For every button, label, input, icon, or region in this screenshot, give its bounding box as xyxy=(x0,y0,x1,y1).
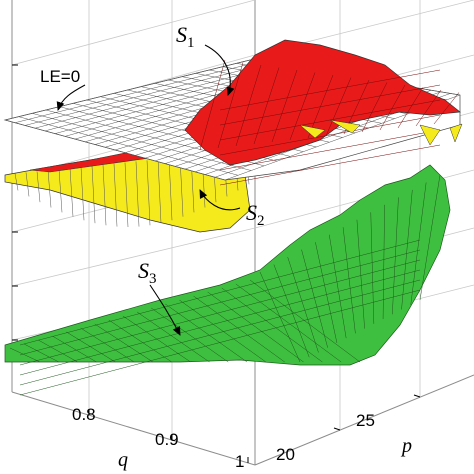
s1-mesh-line xyxy=(253,67,280,145)
s3-mesh-line xyxy=(136,311,210,363)
surface-s1 xyxy=(184,39,463,186)
s3-mesh-line xyxy=(165,303,248,363)
s2-mesh-line xyxy=(80,166,85,221)
s3-mesh-line xyxy=(301,249,328,348)
s2-mesh-line xyxy=(168,158,173,221)
s3-mesh-line xyxy=(221,287,323,363)
s3-mesh-line xyxy=(19,239,421,346)
q-tick-label: 1 xyxy=(235,452,244,471)
label-arrows xyxy=(56,44,241,336)
s1-mesh-line xyxy=(289,72,316,141)
s1-mesh-line xyxy=(219,144,441,186)
le-plane-mesh-line xyxy=(4,59,251,121)
s2-mesh-line xyxy=(113,163,118,227)
arrow-s3 xyxy=(149,284,181,336)
s1-mesh-line xyxy=(397,87,424,129)
le-plane-mesh-line xyxy=(24,62,270,126)
s3-mesh-line xyxy=(235,283,342,363)
s1-mesh-line xyxy=(219,84,441,126)
p-axis-label: p xyxy=(400,435,412,457)
s3-mesh-line xyxy=(410,182,427,305)
le-plane-mesh-line xyxy=(14,61,260,123)
s1-mesh-line xyxy=(219,69,441,111)
z-ticks xyxy=(12,64,18,341)
s2-mesh-line xyxy=(69,167,74,217)
arrow-le xyxy=(56,84,86,111)
s2-mesh-line xyxy=(47,170,52,208)
arrow-s2 xyxy=(199,189,241,211)
s2-mesh-line xyxy=(91,165,96,224)
s3-mesh-line xyxy=(419,174,441,301)
q-axis: 0.8 0.9 1 q xyxy=(72,405,249,471)
s3-mesh-line xyxy=(108,319,172,363)
s3-mesh-line xyxy=(52,335,97,363)
s3-mesh-line xyxy=(19,279,421,386)
s2-mesh-line xyxy=(146,160,151,226)
s2-mesh-line xyxy=(135,161,140,227)
p-tick-label: 20 xyxy=(276,445,295,464)
s1-mesh-line xyxy=(325,77,352,137)
s2-mesh-line xyxy=(58,169,63,213)
s3-mesh-line xyxy=(9,347,41,363)
s3-mesh-line xyxy=(249,279,361,363)
s3-mesh-line xyxy=(328,234,347,339)
p-axis: 20 25 p xyxy=(276,394,421,464)
s3-mesh-line xyxy=(38,339,78,363)
s2-mesh-line xyxy=(14,173,19,191)
s3-mesh-line xyxy=(356,219,365,329)
s3-mesh-line xyxy=(19,249,421,356)
s1-mesh-line xyxy=(235,64,262,147)
le-zero-label: LE=0 xyxy=(40,67,80,86)
s1-mesh-line xyxy=(415,89,442,127)
s2-mesh-line xyxy=(102,164,107,226)
s3-mesh-line xyxy=(94,323,154,363)
s2-mesh-line xyxy=(36,171,41,203)
s3-mesh-line xyxy=(179,299,267,363)
s3-mesh-line xyxy=(315,242,338,343)
q-tick-label: 0.9 xyxy=(155,430,179,449)
s2-mesh-line xyxy=(157,159,162,224)
s1-mesh-line xyxy=(217,62,244,149)
s3-mesh-line xyxy=(273,264,310,358)
s1-mesh-line xyxy=(433,92,460,125)
surface-s3 xyxy=(4,164,451,396)
s3-mesh-line xyxy=(19,289,421,396)
s1-mesh-line xyxy=(199,59,226,151)
s3-mesh-line xyxy=(401,189,413,310)
q-tick-label: 0.8 xyxy=(72,405,96,424)
s3-mesh-line xyxy=(287,257,319,353)
s1-mesh-line xyxy=(361,82,388,133)
s3-mesh-line xyxy=(342,227,356,334)
s1-mesh-line xyxy=(379,84,406,131)
s3-mesh-line xyxy=(382,204,385,320)
s3-mesh-line xyxy=(80,327,135,363)
s1-label: S1 xyxy=(176,22,195,51)
s3-mesh-line xyxy=(24,343,59,363)
s2-mesh-line xyxy=(124,162,129,228)
s2-mesh-line xyxy=(25,172,30,197)
s3-mesh-line xyxy=(19,259,421,366)
p-tick-label: 25 xyxy=(356,411,375,430)
s3-mesh-line xyxy=(392,197,399,315)
s3-mesh-line xyxy=(207,291,304,363)
s3-mesh-line xyxy=(19,269,421,376)
q-axis-label: q xyxy=(118,449,128,471)
s3-mesh-line xyxy=(370,212,375,324)
arrow-s1 xyxy=(204,44,235,96)
s3-mesh-line xyxy=(193,295,285,363)
s2-label: S2 xyxy=(246,200,265,229)
s3-label: S3 xyxy=(138,258,157,287)
s3-mesh-line xyxy=(66,331,116,363)
s1-mesh-line xyxy=(219,114,441,156)
s1-mesh-line xyxy=(219,129,441,171)
